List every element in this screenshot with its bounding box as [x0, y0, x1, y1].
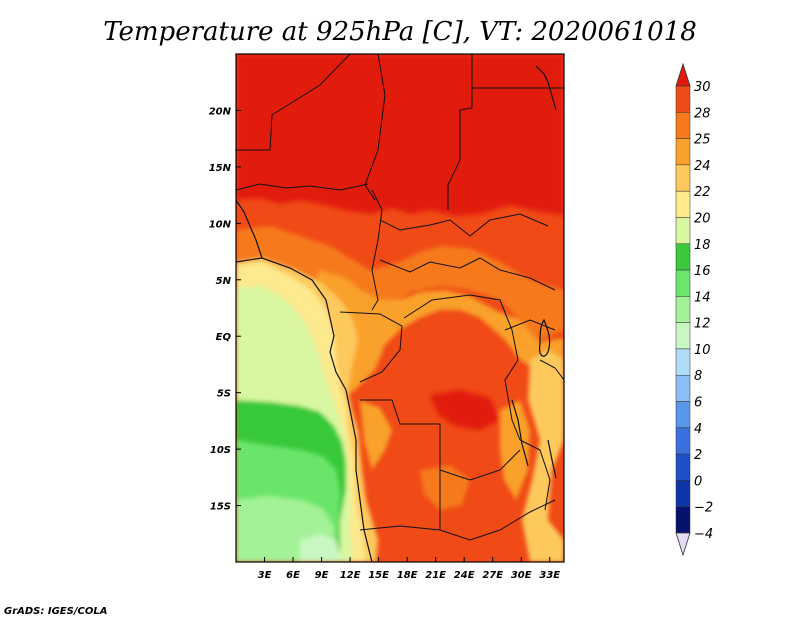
colorbar-label: −2 — [694, 501, 713, 516]
border-niger-algeria — [364, 54, 386, 201]
border-gabon-congo — [339, 311, 403, 383]
x-tick-label: 15E — [368, 570, 389, 581]
colorbar-segment — [675, 322, 691, 350]
colorbar-label: 16 — [694, 264, 711, 279]
y-axis: 20N 15N 10N 5N EQ 5S 10S 15S — [209, 106, 241, 513]
colorbar-label: 12 — [694, 317, 711, 332]
colorbar-bottom-triangle — [675, 532, 691, 557]
colorbar-segment — [675, 427, 691, 455]
colorbar-segment — [675, 85, 691, 113]
coastline-atlantic — [236, 257, 373, 562]
border-chad-car — [379, 213, 549, 237]
colorbar-label: 20 — [694, 211, 711, 226]
colorbar-segment — [675, 138, 691, 166]
colorbar-label: 28 — [694, 106, 711, 121]
border-angola-drc — [360, 399, 521, 481]
x-tick-label: 21E — [425, 570, 446, 581]
x-tick-label: 18E — [397, 570, 418, 581]
x-tick-label: 30E — [511, 570, 532, 581]
colorbar-segment — [675, 506, 691, 534]
colorbar-label: 18 — [694, 238, 711, 253]
colorbar-segment — [675, 296, 691, 323]
y-tick-label: 20N — [209, 106, 232, 117]
x-tick-label: 3E — [258, 570, 272, 581]
field-25-band — [236, 226, 564, 340]
x-tick-label: 9E — [315, 570, 329, 581]
border-drc-east — [403, 294, 521, 441]
chart-title: Temperature at 925hPa [C], VT: 202006101… — [103, 17, 697, 47]
colorbar-label: 22 — [694, 185, 711, 200]
colorbar-segment — [675, 190, 691, 218]
colorbar-label: 4 — [694, 422, 702, 437]
colorbar-label: 2 — [694, 448, 702, 463]
field-24-patch-south — [360, 400, 392, 470]
coastline-west-africa — [236, 199, 263, 259]
lake-tanganyika — [511, 399, 529, 467]
x-tick-label: 12E — [340, 570, 361, 581]
y-tick-label: 10N — [209, 219, 232, 230]
colorbar-segment — [675, 269, 691, 297]
colorbar-label: 10 — [694, 343, 711, 358]
x-axis: 3E 6E 9E 12E 15E 18E 21E 24E 27E 30E 33E — [258, 557, 560, 581]
colorbar-label: 6 — [694, 396, 702, 411]
country-borders — [236, 54, 564, 541]
x-tick-label: 33E — [539, 570, 560, 581]
y-tick-label: 15N — [209, 163, 232, 174]
y-tick-label: 5S — [217, 389, 231, 400]
border-car-south — [379, 257, 556, 291]
border-libya-chad — [447, 54, 473, 210]
y-tick-label: EQ — [216, 332, 232, 343]
lake-victoria — [539, 318, 551, 357]
field-30-north — [236, 54, 564, 216]
field-24-band — [318, 270, 564, 400]
x-tick-label: 27E — [482, 570, 503, 581]
y-tick-label: 10S — [210, 445, 231, 456]
border-south — [359, 499, 556, 541]
colorbar-segment — [675, 374, 691, 402]
field-22-east-highlands — [522, 350, 564, 562]
colorbar-segment — [675, 401, 691, 429]
colorbar-segment — [675, 453, 691, 481]
colorbar-label: 24 — [694, 159, 711, 174]
colorbar-label: 0 — [694, 474, 702, 489]
border-tanzania — [539, 359, 564, 381]
colorbar-segment — [675, 243, 691, 271]
field-24-east — [500, 400, 530, 500]
colorbar-segment — [675, 348, 691, 376]
colorbar-segment — [675, 217, 691, 245]
border-nigeria-cameroon — [371, 189, 383, 311]
colorbar-label: 25 — [694, 133, 711, 148]
field-10-ocean — [300, 534, 342, 562]
lake-malawi — [547, 439, 557, 479]
grads-credit: GrADS: IGES/COLA — [4, 606, 107, 617]
colorbar-label: −4 — [694, 527, 713, 542]
coastlines — [236, 65, 557, 562]
colorbar-segment — [675, 480, 691, 507]
coastline-red-sea — [535, 65, 557, 111]
x-tick-label: 24E — [454, 570, 475, 581]
x-tick-label: 6E — [286, 570, 300, 581]
colorbar-label: 30 — [694, 80, 711, 95]
border-malawi — [519, 439, 551, 511]
colorbar-label: 14 — [694, 290, 711, 305]
y-tick-label: 5N — [216, 276, 232, 287]
y-tick-label: 15S — [210, 502, 231, 513]
temperature-field — [236, 54, 564, 562]
border-sahel — [236, 183, 369, 191]
map-frame — [235, 53, 565, 563]
colorbar-segment — [675, 164, 691, 192]
field-30-patch-congo — [430, 390, 500, 430]
colorbar-label: 8 — [694, 369, 702, 384]
colorbar-top-triangle — [675, 62, 691, 87]
colorbar-segment — [675, 112, 691, 139]
border-north-west — [236, 54, 351, 151]
